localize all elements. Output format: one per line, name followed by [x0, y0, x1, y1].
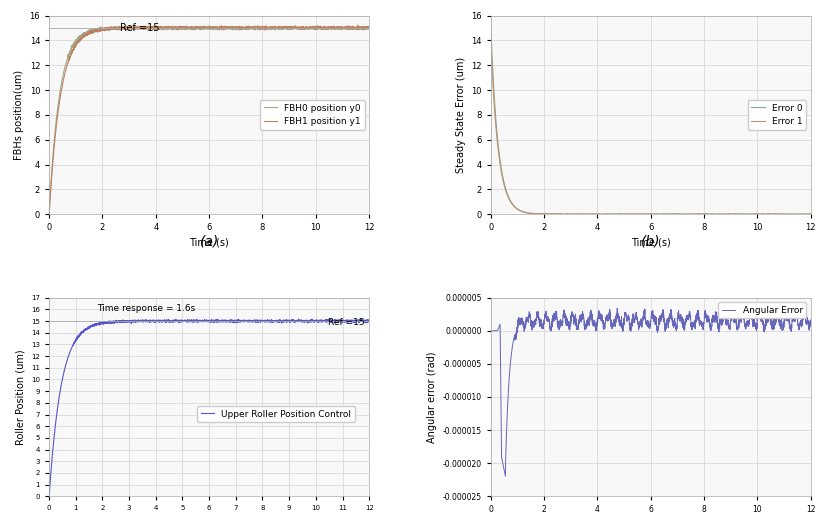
Error 1 — [806, 211, 816, 217]
Error 1 — [799, 211, 809, 217]
Error 0 — [609, 211, 618, 217]
FBH0 position y0 — [358, 25, 368, 32]
Text: Ref =15: Ref =15 — [120, 23, 159, 34]
Upper Roller Position Control — [364, 318, 374, 325]
Text: Time response = 1.6s: Time response = 1.6s — [97, 303, 196, 313]
Y-axis label: Steady State Error (um): Steady State Error (um) — [455, 57, 465, 173]
FBH0 position y0 — [44, 211, 54, 217]
Error 0 — [806, 211, 816, 217]
Upper Roller Position Control — [81, 326, 91, 332]
FBH1 position y1 — [81, 33, 91, 39]
Error 0 — [523, 210, 532, 216]
FBH1 position y1 — [167, 24, 177, 31]
FBH1 position y1 — [100, 26, 110, 32]
FBH1 position y1 — [149, 23, 159, 29]
Angular Error — [800, 313, 810, 319]
Angular Error — [523, 314, 532, 321]
Error 1 — [486, 37, 495, 43]
Y-axis label: Angular error (rad): Angular error (rad) — [427, 351, 437, 443]
FBH1 position y1 — [364, 25, 374, 32]
FBH0 position y0 — [81, 29, 91, 36]
FBH1 position y1 — [358, 24, 368, 31]
Text: (a): (a) — [200, 235, 219, 249]
Legend: FBH0 position y0, FBH1 position y1: FBH0 position y0, FBH1 position y1 — [260, 100, 364, 130]
Legend: Angular Error: Angular Error — [718, 302, 806, 318]
Upper Roller Position Control — [100, 319, 110, 325]
Line: Error 0: Error 0 — [491, 28, 811, 214]
Legend: Upper Roller Position Control: Upper Roller Position Control — [197, 406, 355, 422]
Error 1 — [536, 211, 546, 217]
Error 0 — [765, 211, 775, 217]
Upper Roller Position Control — [324, 318, 333, 324]
Error 1 — [765, 211, 775, 217]
X-axis label: Time (s): Time (s) — [189, 238, 229, 248]
FBH0 position y0 — [364, 25, 374, 31]
Line: Upper Roller Position Control: Upper Roller Position Control — [49, 319, 369, 496]
Line: FBH0 position y0: FBH0 position y0 — [49, 25, 369, 214]
FBH1 position y1 — [181, 26, 191, 32]
FBH1 position y1 — [44, 211, 54, 217]
Y-axis label: Roller Position (um): Roller Position (um) — [16, 349, 25, 445]
Upper Roller Position Control — [181, 318, 191, 324]
Angular Error — [622, 315, 632, 322]
Error 0 — [486, 25, 495, 31]
Line: Error 1: Error 1 — [491, 40, 811, 214]
Line: FBH1 position y1: FBH1 position y1 — [49, 26, 369, 214]
Angular Error — [765, 312, 775, 318]
Angular Error — [500, 473, 510, 479]
Error 0 — [799, 211, 809, 217]
Error 0 — [541, 211, 551, 217]
Error 0 — [622, 211, 632, 217]
Angular Error — [541, 315, 551, 321]
Upper Roller Position Control — [44, 493, 54, 499]
Error 1 — [609, 211, 618, 217]
FBH0 position y0 — [167, 25, 177, 32]
FBH1 position y1 — [324, 25, 333, 31]
Upper Roller Position Control — [294, 316, 304, 322]
Error 1 — [622, 211, 632, 217]
Text: (b): (b) — [641, 235, 661, 249]
Angular Error — [806, 318, 816, 324]
Angular Error — [613, 305, 622, 311]
Error 1 — [541, 211, 551, 217]
Error 0 — [536, 211, 546, 217]
Text: Ref =15: Ref =15 — [328, 317, 364, 327]
Angular Error — [486, 328, 495, 334]
Upper Roller Position Control — [358, 317, 368, 324]
FBH0 position y0 — [181, 25, 191, 31]
Upper Roller Position Control — [167, 318, 177, 324]
FBH0 position y0 — [324, 25, 333, 31]
FBH0 position y0 — [353, 22, 363, 28]
Error 1 — [523, 210, 532, 216]
Y-axis label: FBHs position(um): FBHs position(um) — [14, 70, 24, 160]
Line: Angular Error: Angular Error — [491, 308, 811, 476]
Angular Error — [609, 320, 618, 326]
FBH0 position y0 — [100, 27, 110, 33]
Legend: Error 0, Error 1: Error 0, Error 1 — [748, 100, 806, 130]
X-axis label: Time (s): Time (s) — [631, 238, 671, 248]
